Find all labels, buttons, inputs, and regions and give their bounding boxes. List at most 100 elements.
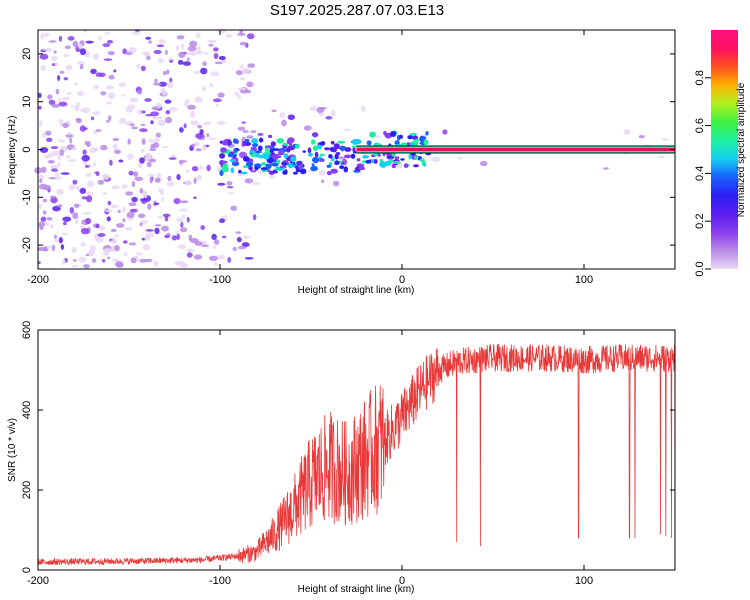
spectrogram-cell <box>238 169 242 174</box>
spectrogram-cell <box>109 159 113 166</box>
spectrogram-cell <box>289 141 293 148</box>
spectrogram-cell <box>252 143 259 148</box>
snr-frame <box>37 329 676 571</box>
spectrogram-cell <box>206 164 211 172</box>
spectrogram-cell <box>37 203 43 209</box>
spectrogram-cell <box>237 126 246 131</box>
spectrogram-cell <box>337 140 346 144</box>
spectrogram-cell <box>199 129 204 135</box>
spectrogram-cell <box>48 152 53 159</box>
spectrogram-cell <box>116 223 125 228</box>
spectrogram-cell <box>400 158 405 161</box>
spectrogram-cell <box>232 246 237 251</box>
spectrogram-cell <box>184 180 192 186</box>
spectrogram-cell <box>319 106 327 110</box>
spectrogram-cell <box>344 147 352 152</box>
spectrogram-cell <box>314 151 319 158</box>
spectrogram-cell <box>92 161 97 167</box>
spectrogram-cell <box>209 255 218 261</box>
spectrogram-cell <box>54 62 59 67</box>
spectrogram-cell <box>390 131 397 137</box>
spectrogram-cell <box>190 120 199 126</box>
spectrogram-cell <box>79 187 87 194</box>
x-tick-label: -200 <box>27 274 49 286</box>
colorbar-ticks: 0.0 0.2 0.4 0.6 0.8 <box>694 70 711 277</box>
spectrogram-cell <box>227 153 235 158</box>
spectrogram-cell <box>180 221 184 228</box>
spectrogram-cell <box>242 67 251 75</box>
spectrogram-cell <box>154 177 161 183</box>
spectrogram-cell <box>57 162 61 167</box>
spectrogram-cell <box>46 137 53 142</box>
spectrogram-cell <box>95 223 100 229</box>
spectrogram-cell <box>311 132 319 138</box>
spectrogram-cell <box>457 156 463 160</box>
x-tick-label: -100 <box>209 274 231 286</box>
y-tick-label: -20 <box>21 237 33 253</box>
spectrogram-cell <box>232 138 238 144</box>
spectrogram-cell <box>53 176 63 180</box>
spectrogram-cell <box>149 148 157 152</box>
spectrogram-cell <box>139 188 144 194</box>
spectrogram-cell <box>179 208 188 212</box>
spectrogram-cell <box>102 259 106 263</box>
spectrogram-cell <box>95 72 103 77</box>
y-tick-label: 600 <box>21 321 33 339</box>
spectrogram-cell <box>112 137 120 142</box>
spectrogram-cell <box>217 92 225 98</box>
spectrogram-cell <box>56 188 64 195</box>
spectrogram-cell <box>252 181 261 185</box>
spectrogram-cell <box>334 160 340 165</box>
spectrogram-cell <box>143 191 148 199</box>
spectrogram-cell <box>255 150 262 154</box>
spectrogram-cell <box>189 111 196 118</box>
spectrogram-cell <box>242 130 249 133</box>
spectrogram-cell <box>216 120 226 125</box>
spectrogram-cell <box>258 137 264 143</box>
spectrogram-cell <box>64 45 71 49</box>
spectrogram-cell <box>101 173 110 180</box>
spectrogram-cell <box>164 99 172 104</box>
spectrogram-cell <box>67 132 72 136</box>
spectrogram-cell <box>164 215 169 222</box>
spectrogram-cell <box>207 39 217 44</box>
spectrogram-cell <box>212 98 222 103</box>
spectrogram-cell <box>108 74 115 80</box>
spectrogram-cell <box>67 36 75 41</box>
snr-x-label: Height of straight line (km) <box>298 584 415 595</box>
spectrogram-cell <box>330 146 334 152</box>
spectrogram-cell <box>278 150 285 155</box>
spectrogram-cell <box>128 202 137 207</box>
spectrogram-cell <box>174 260 184 266</box>
spectrogram-cell <box>207 137 217 141</box>
spectrogram-cell <box>76 117 82 124</box>
spectrogram-cell <box>385 153 392 156</box>
spectrogram-cell <box>51 244 56 252</box>
spectrogram-cell <box>227 257 232 263</box>
spectrogram-cell <box>48 177 56 180</box>
spectrogram-cell <box>127 104 136 110</box>
spectrogram-cell <box>42 184 51 191</box>
spectrogram-cell <box>235 231 242 234</box>
colorbar-gradient <box>711 30 738 269</box>
spectrogram-cell <box>251 138 259 144</box>
spectrogram-cell <box>156 44 165 48</box>
spectrogram-cell <box>350 153 356 159</box>
spectrogram-cell <box>48 99 56 105</box>
spectrogram-cell <box>254 166 259 171</box>
y-tick-label: -10 <box>21 189 33 205</box>
spectrogram-cell <box>97 233 106 237</box>
spectrogram-cell <box>339 165 345 170</box>
spectrogram-cell <box>39 147 49 153</box>
x-tick-label: 0 <box>399 575 405 587</box>
spectrogram-cell <box>85 40 94 44</box>
spectrogram-cell <box>153 49 162 55</box>
spectrogram-cell <box>252 214 257 221</box>
spectrogram-cell <box>85 172 92 177</box>
spectrogram-cell <box>309 106 317 112</box>
spectrogram-cell <box>82 107 91 114</box>
spectrogram-cell <box>125 191 133 196</box>
spectrogram-cell <box>104 209 113 213</box>
spectrogram-cell <box>145 152 152 159</box>
